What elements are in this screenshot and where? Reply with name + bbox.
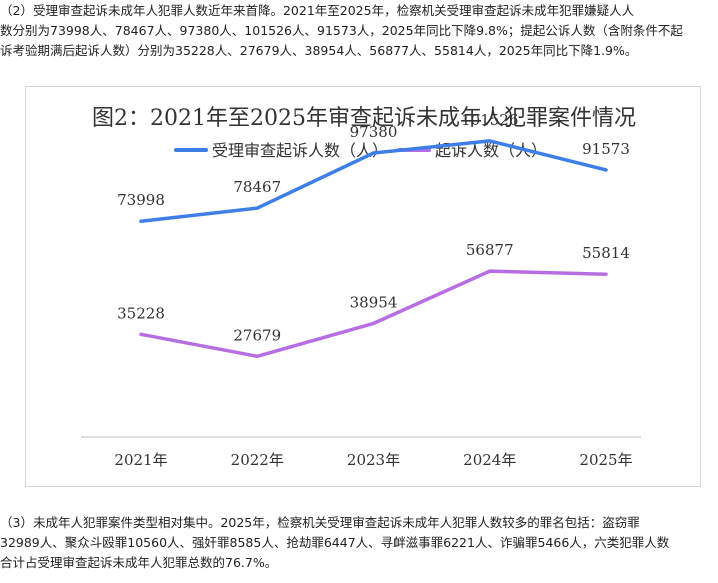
- line-chart: 图2：2021年至2025年审查起诉未成年人犯罪案件情况 受理审查起诉人数（人）…: [81, 106, 641, 469]
- x-tick-label: 2023年: [347, 451, 400, 469]
- x-tick-label: 2022年: [231, 451, 284, 469]
- data-labels: 73998 78467 97380 101526 91573 35228 27679 3895…: [117, 111, 630, 344]
- chart-legend: 受理审查起诉人数（人） 起诉人数（人）: [174, 141, 547, 160]
- x-tick-label: 2025年: [579, 451, 632, 469]
- data-label: 97380: [350, 123, 398, 141]
- chart-figure: 图2：2021年至2025年审查起诉未成年人犯罪案件情况 受理审查起诉人数（人）…: [25, 86, 701, 487]
- x-tick-label: 2024年: [463, 451, 516, 469]
- paragraph-line: 32989人、聚众斗殴罪10560人、强奸罪8585人、抢劫罪6447人、寻衅滋…: [0, 535, 670, 550]
- chart-title: 图2：2021年至2025年审查起诉未成年人犯罪案件情况: [92, 106, 636, 131]
- paragraph-line: （2）受理审查起诉未成年人犯罪人数近年来首降。2021年至2025年，检察机关受…: [0, 3, 635, 18]
- paragraph-line: 数分别为73998人、78467人、97380人、101526人、91573人，…: [0, 23, 683, 38]
- legend-label: 受理审查起诉人数（人）: [212, 141, 388, 160]
- paragraph-line: 诉考验期满后起诉人数）分别为35228人、27679人、38954人、56877…: [0, 43, 638, 58]
- data-label: 78467: [233, 178, 281, 196]
- data-label: 56877: [466, 241, 514, 259]
- paragraph-crime-types: （3）未成年人犯罪案件类型相对集中。2025年，检察机关受理审查起诉未成年人犯罪…: [0, 513, 718, 573]
- legend-label: 起诉人数（人）: [435, 141, 547, 160]
- data-label: 27679: [233, 326, 281, 344]
- series-line: [139, 269, 608, 359]
- data-label: 55814: [582, 244, 630, 262]
- paragraph-enrollment-stats: （2）受理审查起诉未成年人犯罪人数近年来首降。2021年至2025年，检察机关受…: [0, 1, 718, 61]
- paragraph-line: 合计占受理审查起诉未成年人犯罪总数的76.7%。: [0, 555, 278, 570]
- data-label: 38954: [350, 293, 398, 311]
- x-axis: 2021年 2022年 2023年 2024年 2025年: [81, 436, 641, 469]
- paragraph-line: （3）未成年人犯罪案件类型相对集中。2025年，检察机关受理审查起诉未成年人犯罪…: [0, 515, 640, 530]
- x-tick-label: 2021年: [114, 451, 167, 469]
- data-label: 35228: [117, 304, 165, 322]
- data-label: 101526: [461, 111, 518, 129]
- series-lines: [139, 139, 608, 359]
- data-label: 91573: [582, 140, 630, 158]
- data-label: 73998: [117, 191, 165, 209]
